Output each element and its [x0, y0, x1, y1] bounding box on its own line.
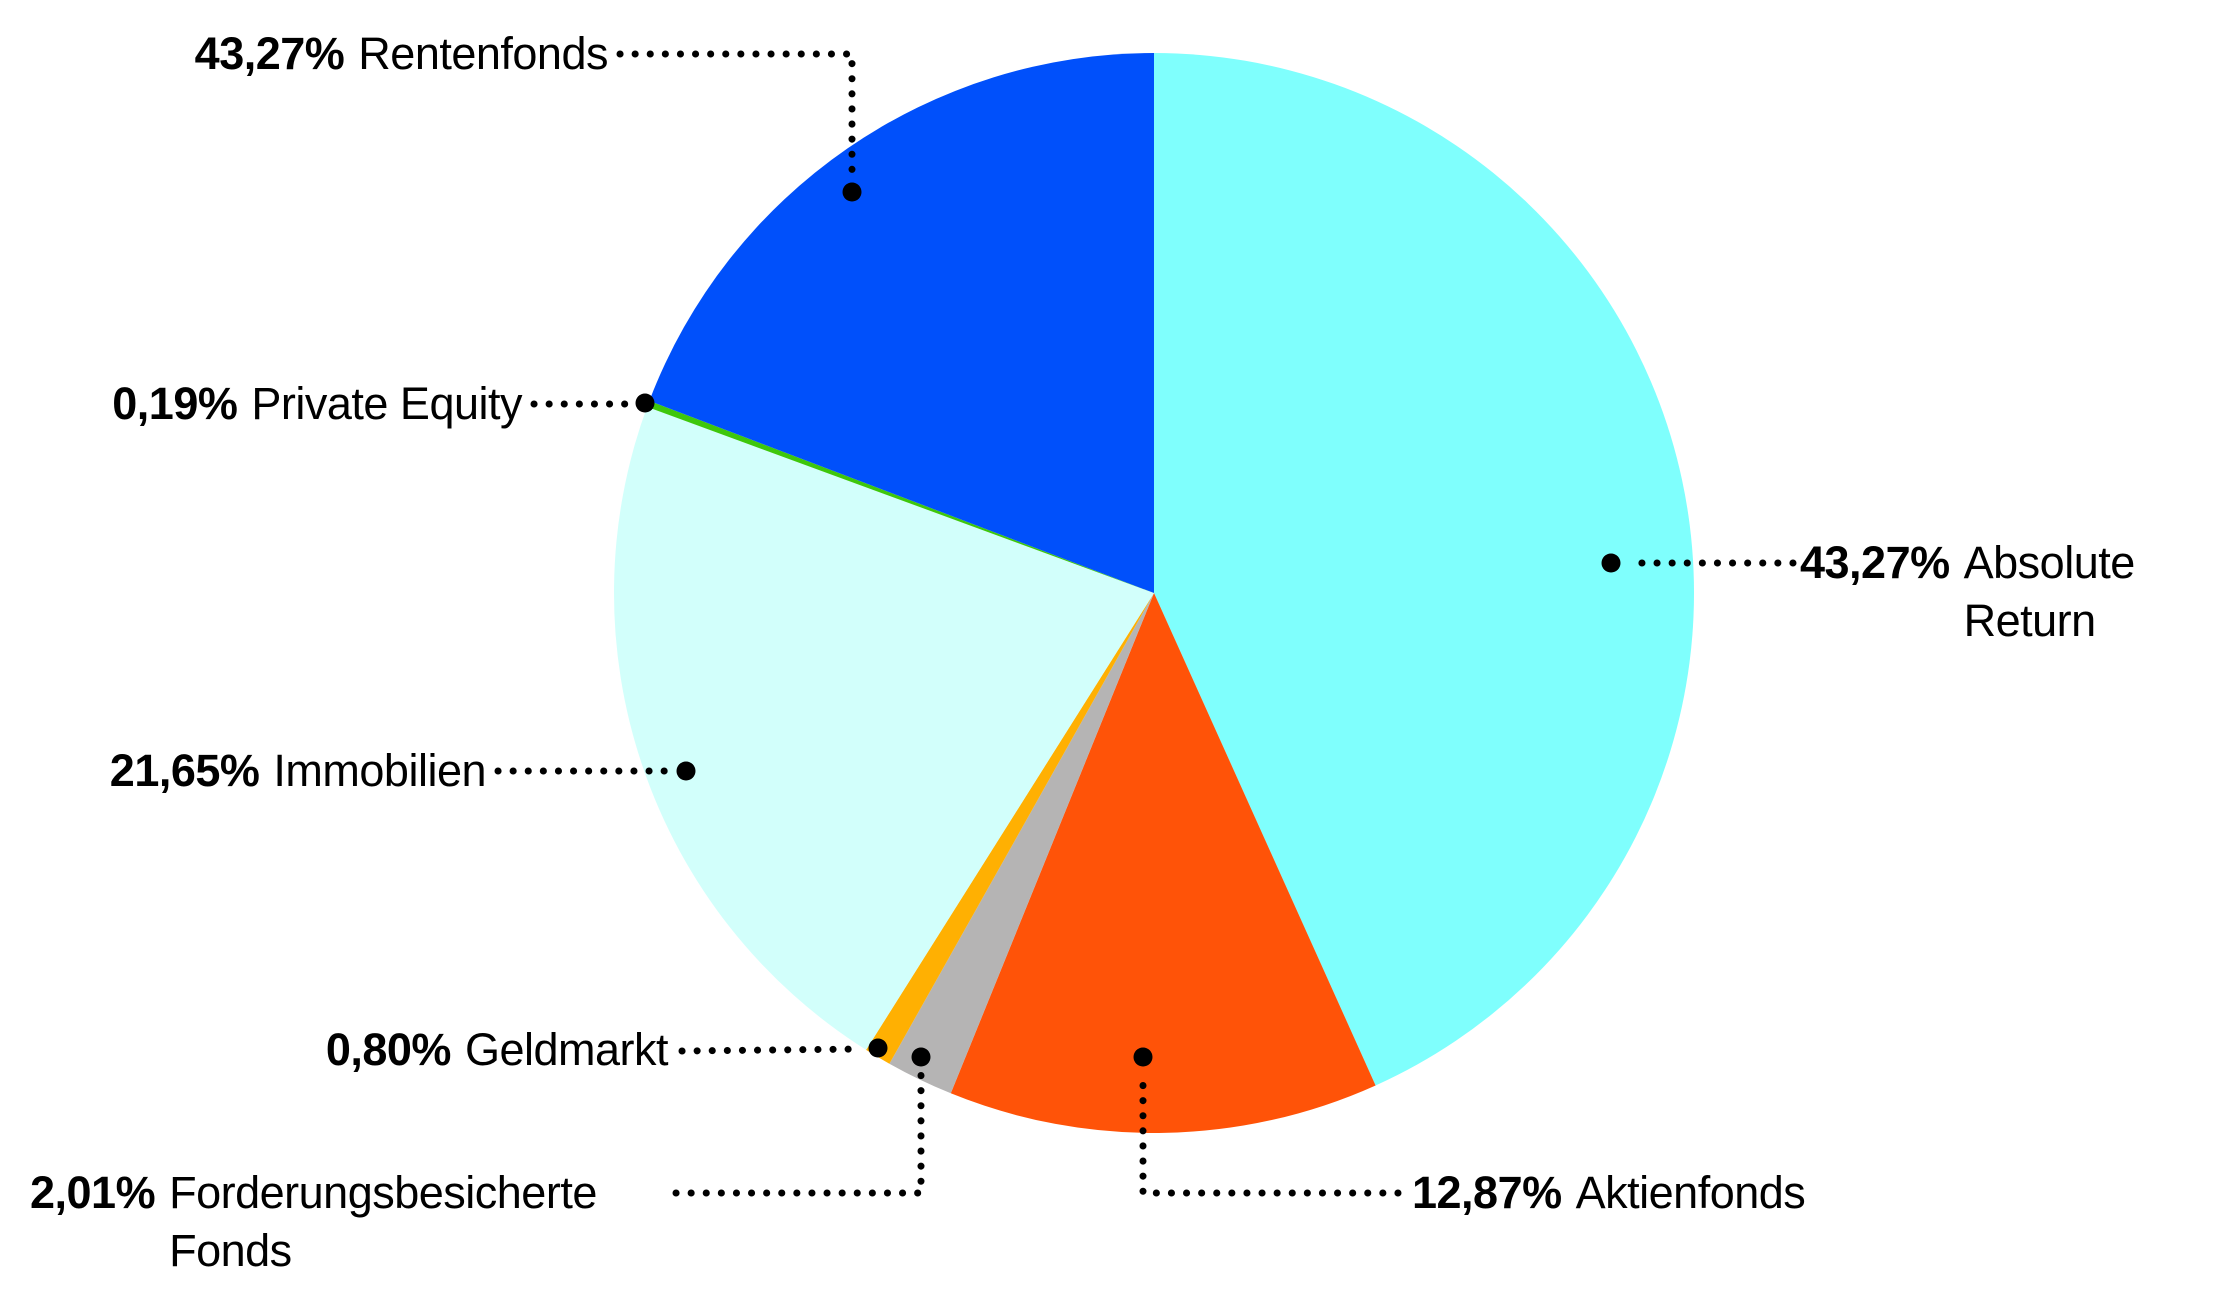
leader-dot-forderungsbesicherte [911, 1047, 931, 1067]
label-immobilien-pct: 21,65% [109, 745, 260, 796]
label-geldmarkt-pct: 0,80% [325, 1024, 452, 1075]
label-immobilien: 21,65% Immobilien [109, 742, 487, 800]
label-rentenfonds-pct: 43,27% [194, 28, 345, 79]
label-aktienfonds: 12,87% Aktienfonds [1412, 1164, 1806, 1222]
label-aktienfonds-pct: 12,87% [1412, 1167, 1562, 1218]
label-absolute-return-pct: 43,27% [1800, 537, 1950, 588]
label-private-equity: 0,19% Private Equity [112, 375, 522, 433]
label-absolute-return-name: Absolute Return [1963, 537, 2136, 646]
label-geldmarkt: 0,80% Geldmarkt [325, 1021, 669, 1079]
label-forderungsbesicherte-fonds-pct: 2,01% [30, 1167, 156, 1218]
pie-slice-absolute-return [1154, 53, 1695, 1086]
pie-slice-immobilien [613, 406, 1154, 1050]
label-absolute-return: 43,27% Absolute Return [1800, 534, 2194, 650]
label-forderungsbesicherte-fonds-name: Forderungsbesicherte Fonds [169, 1167, 597, 1276]
leader-dot-private-equity [635, 393, 655, 413]
leader-forderungsbesicherte [672, 1068, 925, 1197]
label-private-equity-pct: 0,19% [112, 378, 238, 429]
label-immobilien-name: Immobilien [273, 745, 486, 796]
label-rentenfonds: 43,27% Rentenfonds [194, 25, 609, 83]
label-private-equity-name: Private Equity [251, 378, 522, 429]
label-rentenfonds-name: Rentenfonds [358, 28, 608, 79]
leader-aktienfonds [1139, 1068, 1402, 1197]
leader-dot-aktienfonds [1133, 1047, 1153, 1067]
leader-dot-immobilien [676, 761, 696, 781]
pie-slice-geldmarkt [866, 593, 1154, 1064]
label-forderungsbesicherte-fonds: 2,01% Forderungsbesicherte Fonds [30, 1164, 689, 1280]
leader-dot-geldmarkt [868, 1038, 888, 1058]
label-geldmarkt-name: Geldmarkt [464, 1024, 669, 1075]
leader-geldmarkt [678, 1045, 866, 1055]
pie-slice-rentenfonds [649, 53, 1154, 593]
pie-slice-aktienfonds [950, 593, 1376, 1134]
leader-rentenfonds [616, 50, 856, 180]
pie-slice-private-equity [647, 400, 1154, 593]
leader-dot-rentenfonds [842, 182, 862, 202]
pie-slice-forderungsbesicherte-fonds [889, 593, 1154, 1094]
label-aktienfonds-name: Aktienfonds [1575, 1167, 1806, 1218]
leader-dot-absolute-return [1601, 553, 1621, 573]
